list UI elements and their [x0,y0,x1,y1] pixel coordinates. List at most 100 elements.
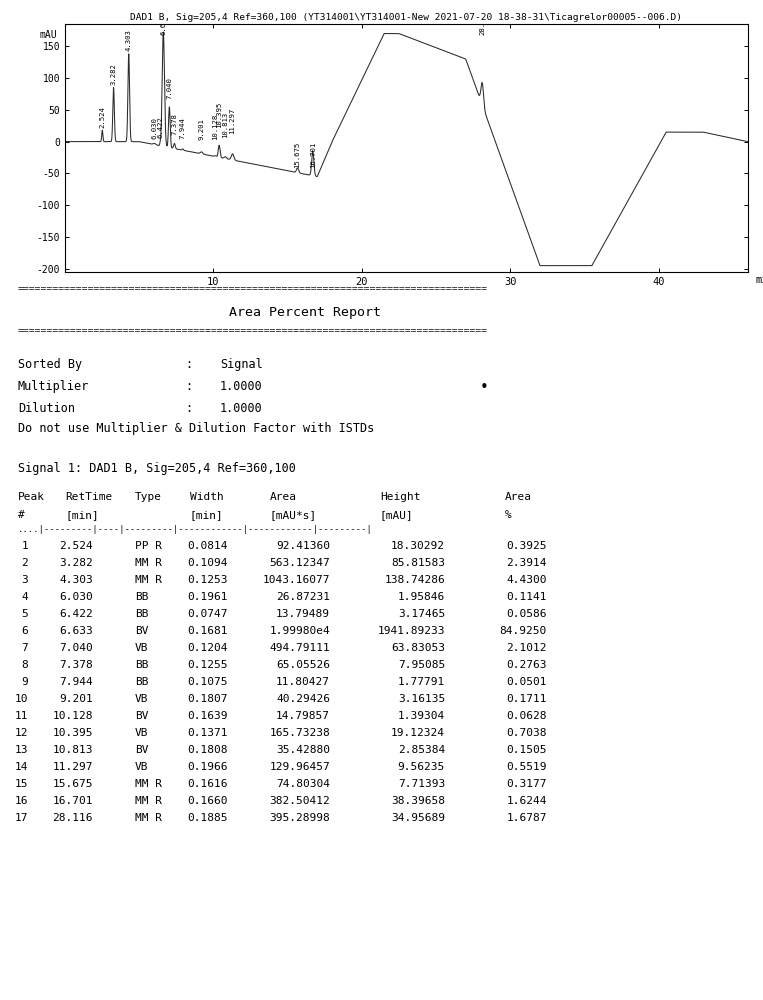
Text: 40.29426: 40.29426 [276,694,330,704]
Text: 65.05526: 65.05526 [276,660,330,670]
Text: 3: 3 [21,575,28,585]
Text: [min]: [min] [65,510,98,520]
Text: 9.201: 9.201 [60,694,93,704]
Text: 74.80304: 74.80304 [276,779,330,789]
Text: 16.701: 16.701 [310,142,316,168]
Text: 15: 15 [14,779,28,789]
Text: Multiplier: Multiplier [18,380,89,393]
Text: 0.1371: 0.1371 [188,728,228,738]
Text: MM R: MM R [135,796,162,806]
Text: ....|---------|----|---------|------------|------------|---------|: ....|---------|----|---------|----------… [18,525,373,534]
Text: 11.297: 11.297 [230,108,236,134]
Text: 0.1961: 0.1961 [188,592,228,602]
Text: 10: 10 [14,694,28,704]
Text: 1: 1 [21,541,28,551]
Text: 129.96457: 129.96457 [269,762,330,772]
Text: VB: VB [135,694,149,704]
Text: 6.633: 6.633 [60,626,93,636]
Text: #: # [18,510,24,520]
Text: 0.0628: 0.0628 [507,711,547,721]
Text: 1.6244: 1.6244 [507,796,547,806]
Text: 0.1660: 0.1660 [188,796,228,806]
Text: 10.813: 10.813 [53,745,93,755]
Text: 11: 11 [14,711,28,721]
Text: 15.675: 15.675 [295,142,301,168]
Text: 28.116: 28.116 [53,813,93,823]
Text: 12: 12 [14,728,28,738]
Text: 6.633: 6.633 [160,13,166,35]
Text: 0.1094: 0.1094 [188,558,228,568]
Text: 0.1807: 0.1807 [188,694,228,704]
Text: 0.1681: 0.1681 [188,626,228,636]
Text: 3.16135: 3.16135 [398,694,445,704]
Text: Height: Height [380,492,420,502]
Text: [mAU*s]: [mAU*s] [270,510,317,520]
Text: 10.395: 10.395 [216,101,222,128]
Text: 35.42880: 35.42880 [276,745,330,755]
Text: BB: BB [135,660,149,670]
Text: ================================================================================: ========================================… [18,284,488,294]
Text: 11.297: 11.297 [53,762,93,772]
Text: Width: Width [190,492,224,502]
Text: 1941.89233: 1941.89233 [378,626,445,636]
Text: 0.3177: 0.3177 [507,779,547,789]
Text: 3.17465: 3.17465 [398,609,445,619]
Text: 2.1012: 2.1012 [507,643,547,653]
Text: min: min [755,275,763,285]
Text: 0.1711: 0.1711 [507,694,547,704]
Text: 84.9250: 84.9250 [500,626,547,636]
Text: 13: 13 [14,745,28,755]
Text: 382.50412: 382.50412 [269,796,330,806]
Text: 6.422: 6.422 [60,609,93,619]
Text: 2.524: 2.524 [99,106,105,128]
Text: 0.1808: 0.1808 [188,745,228,755]
Text: 0.5519: 0.5519 [507,762,547,772]
Text: 1.6787: 1.6787 [507,813,547,823]
Text: 9.56235: 9.56235 [398,762,445,772]
Text: mAU: mAU [40,30,57,40]
Text: 0.1253: 0.1253 [188,575,228,585]
Text: 9.201: 9.201 [198,118,204,140]
Text: 16: 16 [14,796,28,806]
Text: 2.524: 2.524 [60,541,93,551]
Text: 7.378: 7.378 [60,660,93,670]
Text: 6: 6 [21,626,28,636]
Text: 1043.16077: 1043.16077 [262,575,330,585]
Text: MM R: MM R [135,558,162,568]
Text: 0.1075: 0.1075 [188,677,228,687]
Text: 1.0000: 1.0000 [220,380,262,393]
Text: BB: BB [135,609,149,619]
Text: 10.813: 10.813 [222,112,228,138]
Text: :: : [185,358,192,371]
Text: 8: 8 [21,660,28,670]
Text: 494.79111: 494.79111 [269,643,330,653]
Text: 7.378: 7.378 [172,113,177,135]
Text: BV: BV [135,711,149,721]
Text: 92.41360: 92.41360 [276,541,330,551]
Text: 0.0814: 0.0814 [188,541,228,551]
Text: %: % [505,510,512,520]
Text: PP R: PP R [135,541,162,551]
Text: 34.95689: 34.95689 [391,813,445,823]
Text: 17: 17 [14,813,28,823]
Text: 0.1885: 0.1885 [188,813,228,823]
Text: 4.303: 4.303 [126,29,132,51]
Text: 13.79489: 13.79489 [276,609,330,619]
Text: 14: 14 [14,762,28,772]
Text: 14.79857: 14.79857 [276,711,330,721]
Text: [min]: [min] [190,510,224,520]
Text: 6.030: 6.030 [151,117,157,139]
Text: 10.395: 10.395 [53,728,93,738]
Text: MM R: MM R [135,813,162,823]
Text: Area Percent Report: Area Percent Report [229,306,381,319]
Text: •: • [480,380,489,395]
Text: MM R: MM R [135,575,162,585]
Text: RetTime: RetTime [65,492,112,502]
Text: Signal 1: DAD1 B, Sig=205,4 Ref=360,100: Signal 1: DAD1 B, Sig=205,4 Ref=360,100 [18,462,296,475]
Text: 9: 9 [21,677,28,687]
Text: 1.77791: 1.77791 [398,677,445,687]
Text: 7.944: 7.944 [60,677,93,687]
Text: 2.3914: 2.3914 [507,558,547,568]
Text: 0.0586: 0.0586 [507,609,547,619]
Text: Signal: Signal [220,358,262,371]
